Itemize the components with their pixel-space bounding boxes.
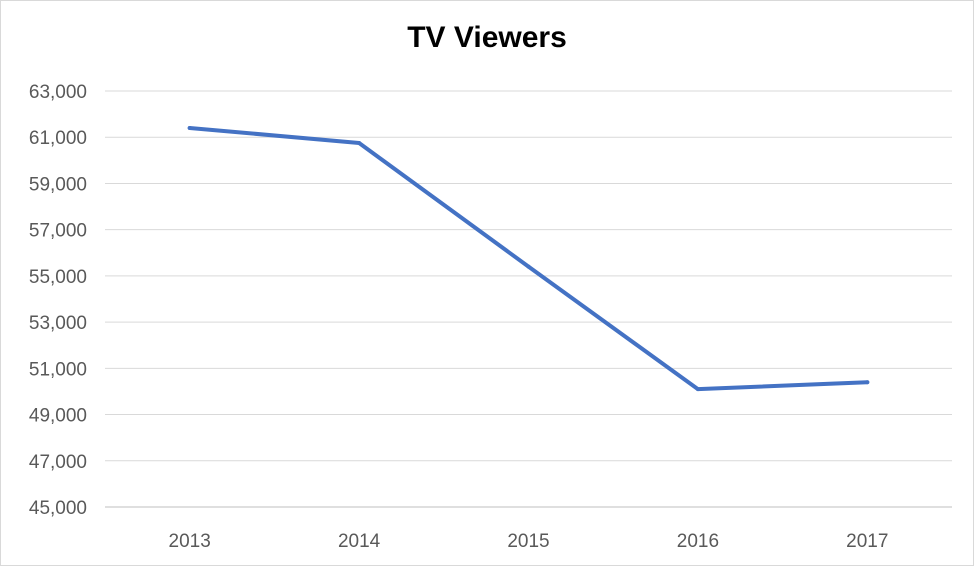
data-point: [695, 387, 700, 392]
y-tick-label: 59,000: [29, 174, 87, 195]
x-tick-label: 2013: [169, 531, 211, 552]
y-tick-label: 49,000: [29, 406, 87, 427]
chart-title: TV Viewers: [407, 21, 567, 54]
y-axis-tick-labels: 45,000 47,000 49,000 51,000 53,000 55,000 57,0…: [29, 82, 87, 519]
x-tick-label: 2015: [507, 531, 549, 552]
y-tick-label: 47,000: [29, 452, 87, 473]
y-tick-label: 61,000: [29, 128, 87, 149]
x-tick-label: 2016: [677, 531, 719, 552]
y-tick-label: 57,000: [29, 221, 87, 242]
y-tick-label: 53,000: [29, 313, 87, 334]
series-line: [187, 125, 870, 392]
x-tick-label: 2014: [338, 531, 381, 552]
data-point: [865, 380, 870, 385]
y-tick-label: 51,000: [29, 359, 87, 380]
series-layer: [187, 125, 870, 392]
data-point: [187, 125, 192, 130]
x-axis-tick-labels: 2013 2014 2015 2016 2017: [169, 531, 889, 552]
y-tick-label: 45,000: [29, 498, 87, 519]
gridlines: [105, 90, 952, 462]
y-tick-label: 55,000: [29, 267, 87, 288]
data-point: [526, 264, 531, 269]
x-tick-label: 2017: [846, 531, 888, 552]
data-point: [357, 141, 362, 145]
y-tick-label: 63,000: [29, 82, 87, 103]
